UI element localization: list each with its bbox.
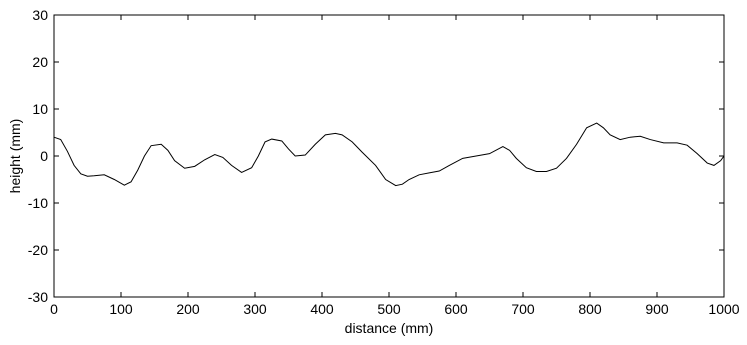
x-tick-label: 600	[444, 301, 468, 317]
x-tick-label: 800	[578, 301, 602, 317]
x-tick-label: 500	[377, 301, 401, 317]
y-tick-label: -30	[28, 289, 48, 305]
plot-area	[53, 14, 725, 298]
axis-tick-labels: 0 100 200 300 400 500 600 700 800 900 1000-30-20-1…	[28, 7, 740, 317]
y-tick-label: 0	[40, 148, 48, 164]
x-tick-label: 200	[176, 301, 200, 317]
y-tick-label: 30	[32, 7, 48, 23]
x-tick-label: 300	[243, 301, 267, 317]
x-tick-label: 100	[109, 301, 133, 317]
x-axis-label: distance (mm)	[345, 320, 434, 336]
y-tick-label: 10	[32, 101, 48, 117]
x-tick-label: 400	[310, 301, 334, 317]
y-tick-label: 20	[32, 54, 48, 70]
x-tick-label: 700	[511, 301, 535, 317]
series-line	[53, 122, 725, 187]
x-tick-label: 0	[50, 301, 58, 317]
y-tick-label: -10	[28, 195, 48, 211]
axis-ticks	[53, 14, 725, 298]
x-tick-label: 900	[645, 301, 669, 317]
y-axis-label: height (mm)	[7, 119, 23, 194]
x-tick-label: 1000	[708, 301, 739, 317]
y-tick-label: -20	[28, 242, 48, 258]
